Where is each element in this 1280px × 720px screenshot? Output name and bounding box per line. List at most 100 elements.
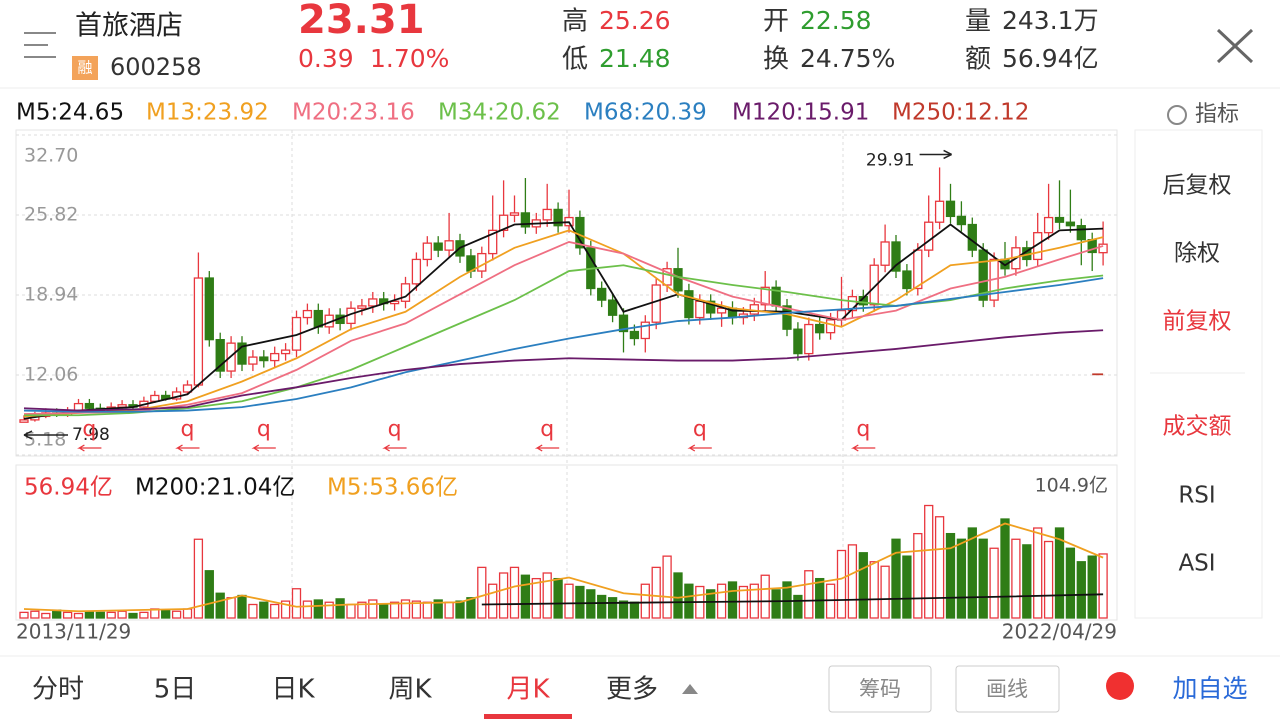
volume-bar — [880, 565, 890, 619]
indicator-button[interactable]: 指标 — [1195, 102, 1239, 127]
y-tick-label: 5.18 — [24, 429, 66, 451]
candle-body — [1076, 225, 1086, 241]
volume-current: 56.94亿 — [24, 475, 113, 501]
date-end: 2022/04/29 — [1002, 620, 1117, 644]
candle-body — [858, 295, 868, 306]
event-marker: q — [257, 417, 271, 442]
change: 0.39 — [298, 44, 354, 73]
candle-body — [651, 284, 661, 323]
volume-bar — [869, 561, 879, 619]
candle-body — [270, 352, 280, 362]
volume-bar — [1011, 538, 1021, 619]
price: 23.31 — [298, 0, 425, 43]
volume-bar — [226, 597, 236, 619]
volume-bar — [934, 516, 945, 619]
volume-bar — [237, 594, 247, 619]
volume-bar — [858, 552, 868, 619]
side-item[interactable]: 成交额 — [1163, 414, 1232, 440]
candle-body — [825, 319, 836, 334]
candle-body — [411, 258, 422, 285]
volume-bar — [1065, 547, 1076, 619]
button-label[interactable]: 筹码 — [859, 677, 901, 701]
tab[interactable]: 分时 — [32, 675, 84, 705]
candle-body — [793, 328, 803, 355]
volume-bar — [1054, 527, 1065, 619]
volume-bar — [498, 572, 509, 619]
stat-value: 243.1万 — [1002, 6, 1099, 35]
side-item[interactable]: RSI — [1178, 483, 1215, 509]
volume-bar — [248, 603, 258, 619]
volume-bar — [956, 538, 967, 619]
more-arrow[interactable] — [682, 684, 698, 694]
tab[interactable]: 更多 — [606, 675, 658, 705]
add-watch[interactable]: 加自选 — [1172, 674, 1247, 703]
event-arrow — [850, 444, 876, 452]
volume-bar — [836, 549, 847, 619]
button[interactable] — [828, 665, 932, 713]
candle-body — [1098, 243, 1108, 254]
ma-line — [23, 241, 1104, 415]
event-marker: q — [388, 417, 402, 442]
candle-body — [368, 298, 378, 307]
volume-legend: M200:21.04亿 — [135, 475, 295, 501]
tab[interactable]: 日K — [271, 675, 315, 705]
volume-bar — [477, 566, 487, 619]
side-item[interactable]: 后复权 — [1163, 173, 1232, 199]
candle-body — [945, 200, 956, 218]
candle-body — [902, 270, 912, 290]
side-item[interactable]: ASI — [1178, 551, 1215, 577]
candle-body — [967, 223, 977, 251]
volume-bar — [978, 538, 988, 619]
volume-bar — [455, 600, 465, 619]
volume-bar — [400, 599, 411, 619]
event-marker: q — [540, 417, 554, 442]
button[interactable] — [955, 665, 1060, 713]
volume-bar — [259, 601, 269, 619]
volume-bar — [106, 611, 116, 619]
min-arrow — [23, 430, 68, 440]
volume-bar — [782, 581, 792, 619]
volume-bar — [324, 601, 334, 619]
menu-icon[interactable] — [24, 32, 56, 58]
volume-bar — [913, 532, 923, 619]
legend-entry: M20:23.16 — [292, 100, 415, 126]
volume-bar — [1043, 540, 1054, 619]
candle-body — [1054, 216, 1065, 223]
volume-bar — [204, 570, 214, 619]
button-label[interactable]: 画线 — [986, 677, 1028, 701]
candle-body — [978, 249, 988, 301]
volume-bar — [171, 610, 182, 619]
volume-ma-line — [481, 593, 1104, 606]
event-arrow — [534, 444, 560, 452]
volume-bar — [804, 570, 814, 619]
volume-tick-label: 104.9亿 — [1035, 475, 1108, 497]
tab[interactable]: 周K — [388, 675, 432, 705]
event-arrow — [175, 444, 200, 452]
candle-body — [1043, 216, 1054, 234]
stock-code: 600258 — [110, 53, 202, 81]
event-arrow — [77, 444, 102, 452]
stat-value: 22.58 — [800, 6, 872, 35]
tab[interactable]: 5日 — [154, 675, 197, 705]
indicator-icon[interactable] — [1167, 105, 1187, 125]
candle-body — [662, 268, 672, 286]
candle-body — [477, 252, 487, 272]
candle-body — [313, 309, 323, 328]
record-dot[interactable] — [1106, 672, 1134, 700]
side-item[interactable]: 除权 — [1174, 241, 1220, 267]
volume-bar — [488, 583, 498, 619]
stat-value: 21.48 — [599, 44, 671, 73]
tab-active[interactable]: 月K — [506, 675, 550, 705]
volume-bar — [291, 588, 302, 619]
event-marker: q — [82, 417, 96, 442]
volume-bar — [706, 589, 716, 619]
volume-bar — [793, 594, 803, 619]
side-item[interactable]: 前复权 — [1163, 309, 1232, 335]
volume-bar — [564, 583, 574, 619]
candle-body — [804, 323, 814, 355]
close-icon[interactable] — [1216, 28, 1254, 64]
side-panel — [1134, 129, 1263, 619]
candle-body — [618, 314, 629, 333]
candle-body — [19, 419, 29, 423]
stat-label: 额 — [965, 45, 991, 75]
